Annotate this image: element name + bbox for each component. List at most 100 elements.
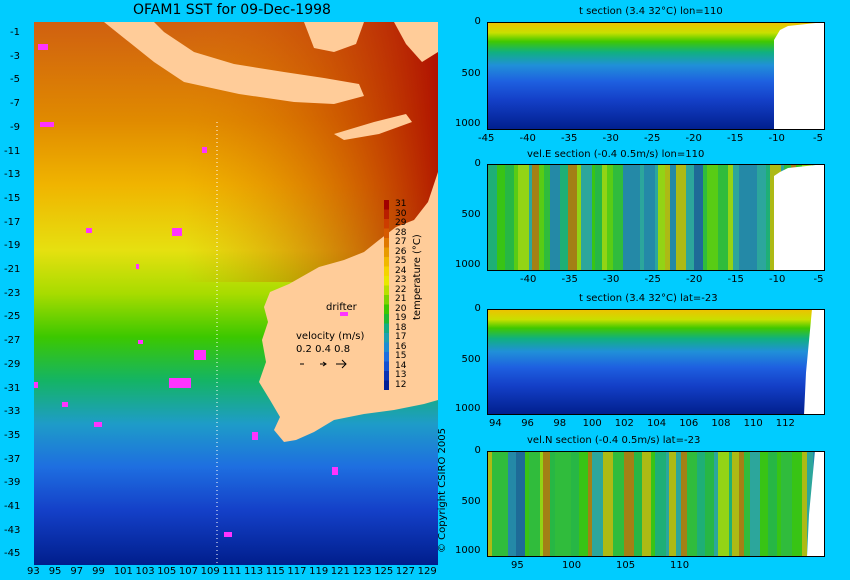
legend-drifter-marker: [340, 312, 348, 316]
velocity-stripe: [532, 164, 539, 271]
lat-tick-label: -45: [4, 548, 21, 560]
drifter-marker: [94, 422, 102, 427]
colorbar-tick-label: 15: [395, 351, 407, 361]
velocity-stripe: [694, 164, 703, 271]
australia-land: [259, 172, 438, 442]
depth-tick-label: 500: [461, 67, 481, 79]
velocity-stripe: [588, 451, 592, 557]
x-tick-label: 100: [562, 560, 582, 571]
plot-frame: [487, 164, 825, 271]
velocity-stripe: [550, 164, 560, 271]
x-tick-label: -15: [727, 274, 744, 285]
x-tick-label: -40: [520, 274, 537, 285]
colorbar-swatch: [384, 342, 389, 352]
colorbar-swatch: [384, 285, 389, 295]
x-tick-label: 110: [670, 560, 690, 571]
section-plot: [487, 451, 825, 557]
section-plot: [487, 309, 825, 415]
velocity-stripe: [681, 451, 687, 557]
lon-tick-label: 107: [178, 566, 198, 577]
lon-tick-label: 93: [27, 566, 40, 577]
depth-tick-label: 0: [474, 158, 481, 169]
velocity-stripe: [603, 451, 606, 557]
velocity-stripe: [744, 451, 750, 557]
lon-tick-label: 101: [113, 566, 133, 577]
velocity-stripe: [568, 164, 577, 271]
colorbar-tick-label: 22: [395, 284, 407, 295]
section-title: t section (3.4 32°C) lon=110: [579, 6, 723, 17]
land-mask: [774, 22, 825, 130]
land-mask: [804, 309, 825, 415]
velocity-stripe: [529, 451, 540, 557]
velocity-stripe: [634, 451, 642, 557]
velocity-stripe: [555, 451, 561, 557]
plot-frame: [487, 22, 825, 130]
land-mask: [807, 451, 825, 557]
velocity-stripe: [607, 164, 613, 271]
x-tick-label: -30: [602, 133, 619, 144]
colorbar-tick-label: 24: [395, 265, 407, 276]
velocity-stripe: [487, 164, 497, 271]
drifter-marker: [62, 402, 68, 407]
velocity-stripe: [658, 164, 665, 271]
colorbar-tick-label: 28: [395, 227, 407, 238]
lat-tick-label: -41: [4, 501, 21, 512]
sulawesi-land: [394, 22, 438, 62]
lat-tick-label: -11: [4, 145, 21, 157]
colorbar-tick-label: 20: [395, 303, 407, 314]
colorbar-label: temperature (°C): [412, 234, 423, 320]
x-tick-label: 100: [582, 418, 602, 429]
velocity-stripe: [561, 451, 571, 557]
velocity-stripe: [777, 451, 781, 557]
colorbar-swatch: [384, 352, 389, 362]
velocity-stripe: [602, 164, 607, 271]
drifter-marker: [224, 532, 232, 537]
lat-tick-label: -17: [4, 216, 21, 228]
velocity-stripe: [687, 451, 697, 557]
depth-tick-label: 0: [474, 303, 481, 314]
velocity-stripe: [705, 451, 714, 557]
velocity-stripe: [505, 164, 514, 271]
sst-map: [34, 22, 438, 565]
velocity-stripe: [749, 164, 757, 271]
velocity-stripe: [795, 451, 802, 557]
drifter-marker: [252, 432, 258, 440]
velocity-stripe: [732, 451, 739, 557]
lat-tick-label: -33: [4, 406, 21, 418]
plot-frame: [487, 451, 825, 557]
lon-tick-label: 129: [417, 566, 437, 577]
velocity-stripe: [757, 164, 766, 271]
lon-tick-label: 111: [222, 566, 242, 577]
lon-tick-label: 109: [200, 566, 220, 577]
velocity-stripe: [676, 451, 681, 557]
colorbar-tick-label: 17: [395, 332, 407, 342]
velocity-stripe: [623, 164, 631, 271]
velocity-wash: [487, 164, 825, 271]
velocity-stripe: [728, 164, 733, 271]
section-plot: [487, 22, 825, 130]
drifter-markers: [34, 44, 338, 537]
velocity-stripe: [550, 451, 555, 557]
velocity-stripe: [655, 451, 666, 557]
velocity-stripe: [487, 451, 492, 557]
drifter-marker: [169, 378, 191, 388]
velocity-stripe: [697, 451, 705, 557]
depth-tick-label: 0: [474, 445, 481, 456]
x-tick-label: 94: [489, 418, 502, 429]
velocity-stripe: [655, 164, 658, 271]
x-tick-label: 104: [647, 418, 667, 429]
velocity-stripe: [518, 164, 529, 271]
velocity-stripe: [498, 451, 508, 557]
velocity-stripe: [539, 164, 544, 271]
drifter-legend-label: drifter: [326, 302, 357, 313]
velocity-stripe: [571, 451, 579, 557]
velocity-arrow-medium: [320, 361, 327, 367]
colorbar-swatch: [384, 257, 389, 267]
velocity-stripe: [718, 164, 721, 271]
lat-tick-label: -43: [4, 524, 21, 536]
lon-tick-label: 99: [92, 566, 105, 577]
x-tick-label: -25: [644, 133, 661, 144]
drifter-marker: [172, 228, 182, 236]
x-tick-label: 102: [614, 418, 634, 429]
x-tick-label: -20: [685, 133, 702, 144]
